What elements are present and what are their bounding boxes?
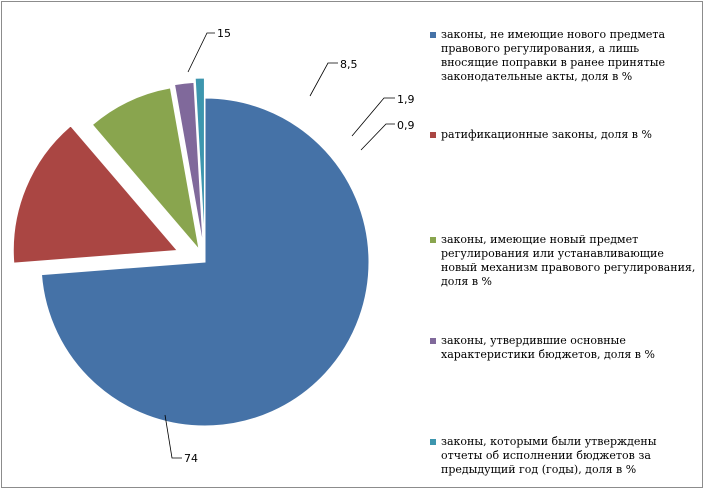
data-label-new-regulation: 8,5: [340, 58, 358, 71]
data-label-budget: 1,9: [397, 93, 415, 106]
legend-swatch: [430, 132, 436, 138]
data-label-budget-report: 0,9: [397, 119, 415, 132]
leader-line-new-regulation: [309, 62, 338, 97]
legend-item-new-regulation-laws: законы, имеющие новый предмет регулирова…: [430, 233, 698, 289]
legend-item-budget-laws: законы, утвердившие основные характерист…: [430, 334, 698, 362]
pie-slice-budget: [173, 81, 204, 247]
leader-line-amendment: [164, 414, 182, 459]
pie-slice-budget-report: [194, 77, 205, 243]
legend-swatch: [430, 237, 436, 243]
pie-slice-new-regulation: [91, 87, 200, 252]
pie-slice-ratification: [12, 125, 179, 264]
data-label-ratification: 15: [217, 27, 231, 40]
pie-slice-amendment: [40, 97, 370, 427]
legend-swatch: [430, 338, 436, 344]
legend-swatch: [430, 32, 436, 38]
legend-label: законы, имеющие новый предмет регулирова…: [441, 233, 696, 288]
legend-label: законы, которыми были утверждены отчеты …: [441, 435, 657, 476]
data-label-amendment: 74: [184, 452, 198, 465]
legend-item-ratification-laws: ратификационные законы, доля в %: [430, 128, 698, 142]
legend-swatch: [430, 439, 436, 445]
legend-label: законы, не имеющие нового предмета право…: [441, 28, 666, 83]
leader-line-budget: [351, 97, 395, 137]
legend-item-amendment-laws: законы, не имеющие нового предмета право…: [430, 28, 698, 84]
legend-label: ратификационные законы, доля в %: [441, 128, 652, 141]
legend-label: законы, утвердившие основные характерист…: [441, 334, 655, 361]
leader-line-budget-report: [360, 123, 395, 151]
leader-line-ratification: [187, 32, 215, 73]
legend-item-budget-report-laws: законы, которыми были утверждены отчеты …: [430, 435, 698, 477]
